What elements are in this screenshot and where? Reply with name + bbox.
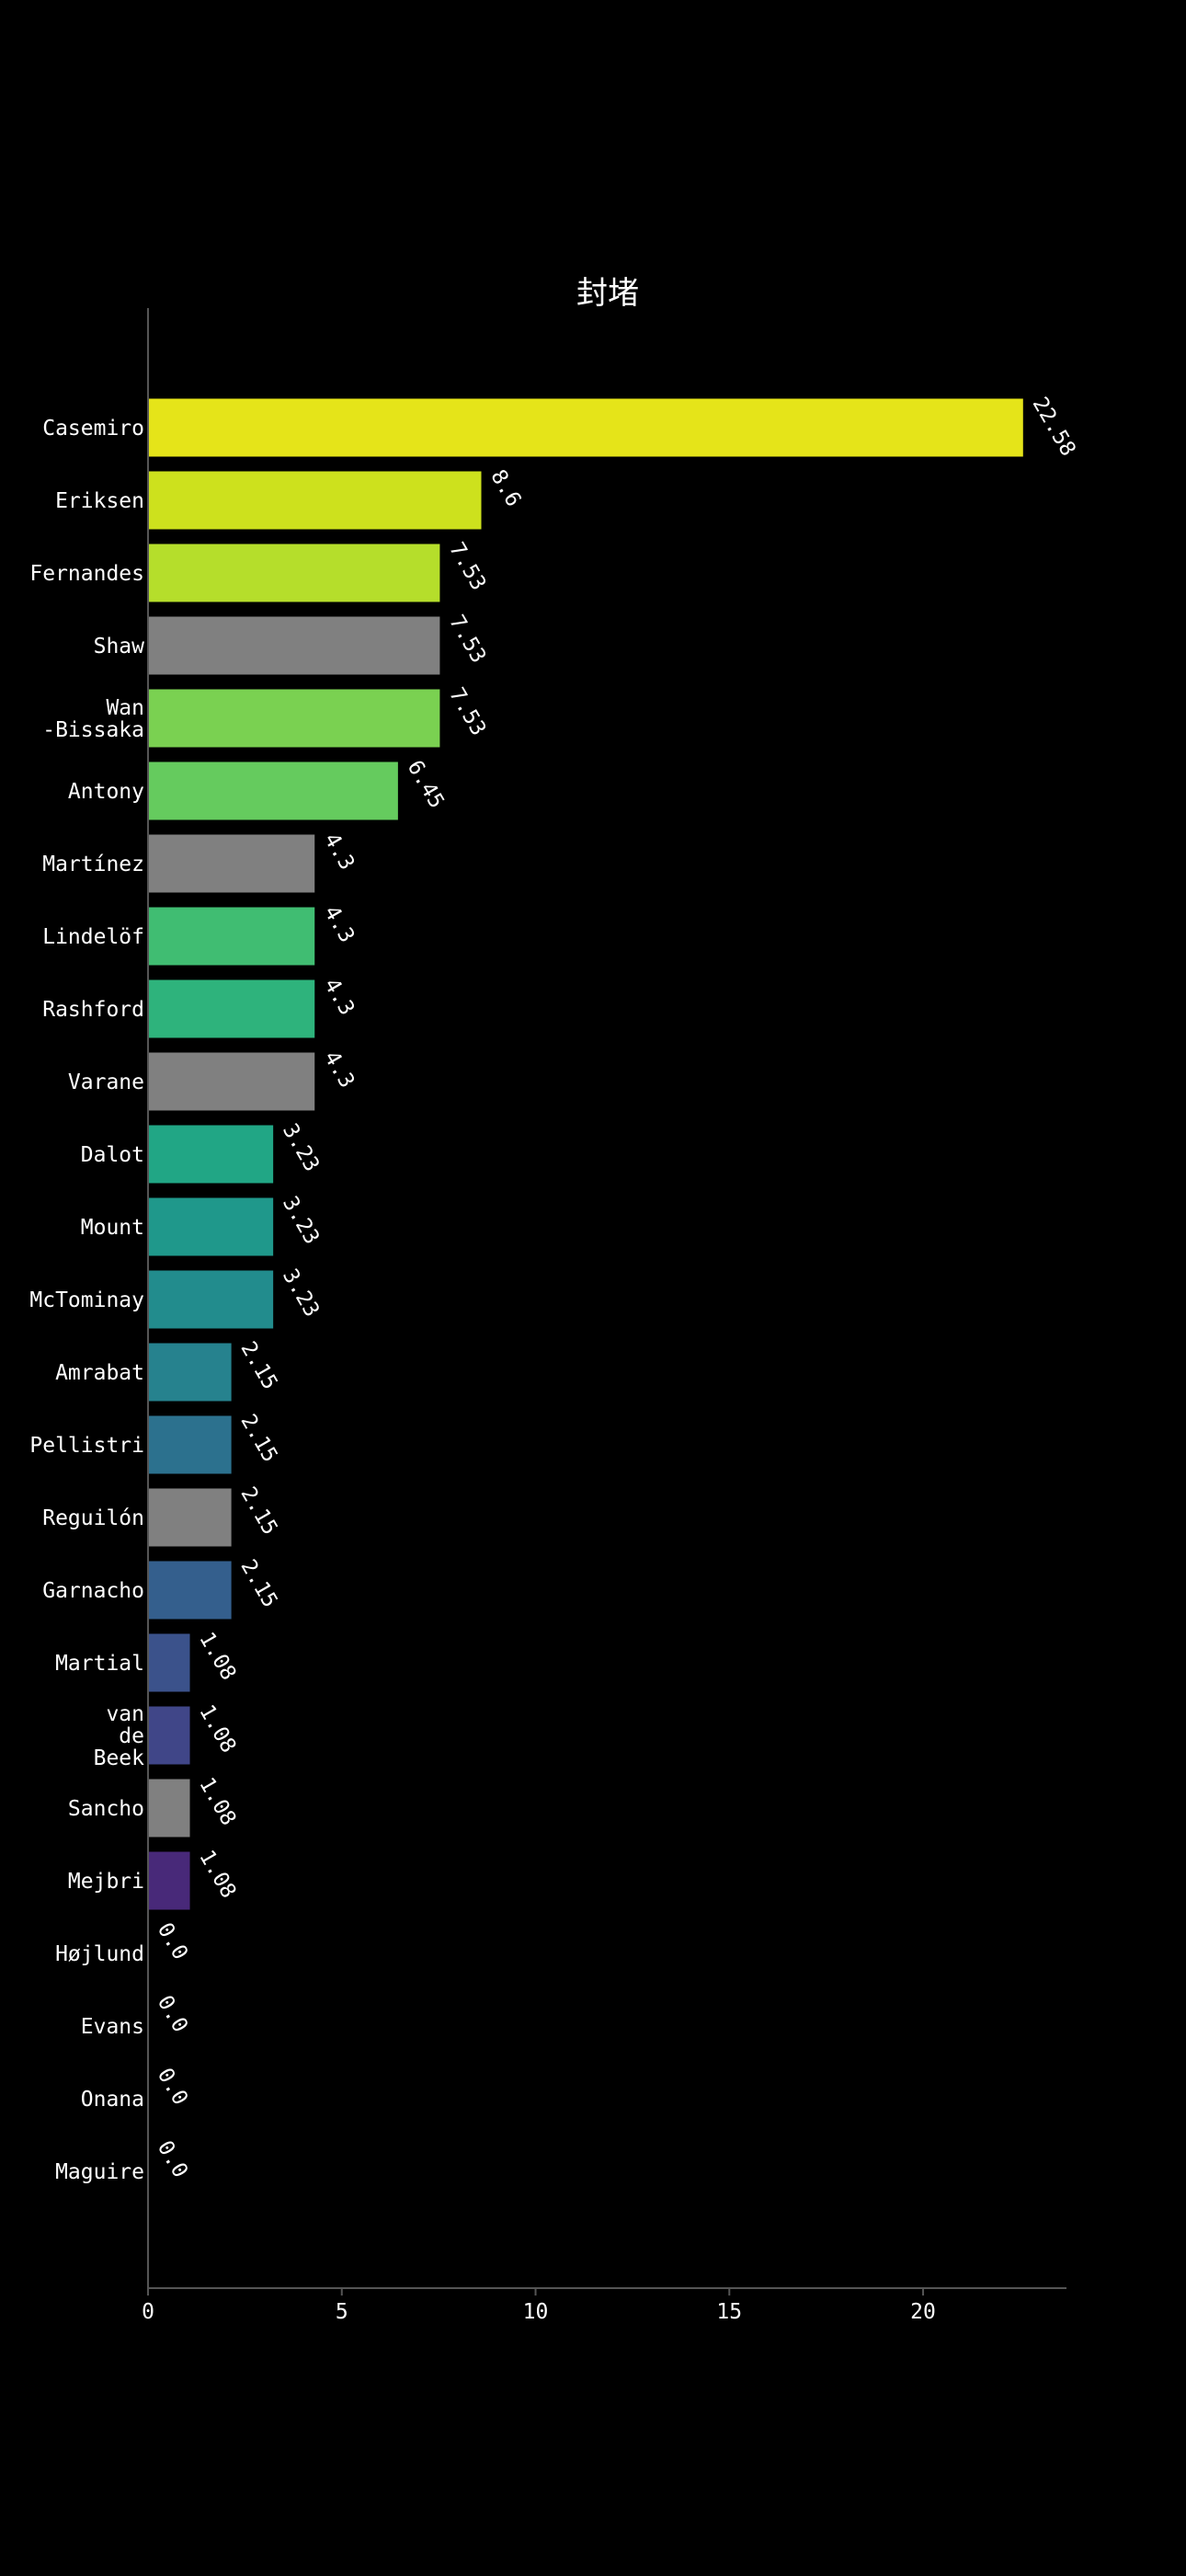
value-label: 4.3 — [319, 902, 359, 947]
bar — [148, 398, 1023, 457]
category-label: Eriksen — [55, 489, 144, 513]
bar — [148, 471, 482, 530]
category-label: Pellistri — [29, 1434, 144, 1458]
category-label: Varane — [68, 1070, 144, 1094]
category-label: Martínez — [42, 853, 144, 876]
x-tick-label: 15 — [716, 2300, 742, 2324]
category-label: Fernandes — [29, 562, 144, 586]
bar — [148, 1415, 232, 1474]
category-label: Evans — [81, 2015, 144, 2039]
bar — [148, 979, 315, 1038]
value-label: 6.45 — [403, 757, 449, 813]
bar — [148, 1488, 232, 1547]
bar — [148, 1706, 190, 1765]
category-label: Højlund — [55, 1942, 144, 1966]
value-label: 7.53 — [444, 684, 490, 740]
bar — [148, 1779, 190, 1838]
bar — [148, 544, 440, 602]
category-label: Mejbri — [68, 1870, 144, 1894]
x-tick-label: 10 — [523, 2300, 549, 2324]
bar — [148, 1197, 274, 1256]
value-label: 2.15 — [235, 1338, 281, 1394]
category-label: Martial — [55, 1652, 144, 1676]
category-label: van de Beek — [94, 1702, 145, 1770]
bar — [148, 1343, 232, 1402]
category-label: Dalot — [81, 1143, 144, 1167]
value-label: 4.3 — [319, 975, 359, 1020]
value-label: 3.23 — [278, 1120, 324, 1176]
bar — [148, 1052, 315, 1111]
value-label: 1.08 — [194, 1847, 240, 1903]
value-label: 0.0 — [153, 1919, 192, 1964]
x-tick-label: 20 — [910, 2300, 936, 2324]
bar — [148, 689, 440, 748]
value-label: 7.53 — [444, 539, 490, 595]
category-label: Amrabat — [55, 1361, 144, 1385]
category-label: Wan -Bissaka — [42, 696, 144, 742]
category-label: Reguilón — [42, 1506, 144, 1530]
category-label: Garnacho — [42, 1579, 144, 1603]
chart-title: 封堵 — [576, 275, 639, 312]
value-label: 1.08 — [194, 1774, 240, 1830]
bar — [148, 1561, 232, 1620]
bar — [148, 1851, 190, 1910]
value-label: 22.58 — [1028, 394, 1080, 461]
bar — [148, 761, 398, 820]
category-label: Lindelöf — [42, 925, 144, 949]
bars-layer — [148, 398, 1023, 1910]
category-label: Maguire — [55, 2160, 144, 2184]
value-label: 7.53 — [444, 612, 490, 668]
category-labels: Casemiro Eriksen Fernandes Shaw Wan -Bissaka A… — [29, 417, 144, 2184]
value-label: 3.23 — [278, 1265, 324, 1322]
value-label: 2.15 — [235, 1556, 281, 1612]
category-label: Rashford — [42, 998, 144, 1022]
value-label: 4.3 — [319, 1048, 359, 1093]
value-label: 3.23 — [278, 1193, 324, 1249]
category-label: Casemiro — [42, 417, 144, 441]
category-label: Antony — [68, 780, 144, 804]
bar — [148, 907, 315, 966]
value-label: 0.0 — [153, 1992, 192, 2037]
value-label: 1.08 — [194, 1701, 240, 1757]
value-label: 2.15 — [235, 1483, 281, 1540]
bar — [148, 616, 440, 675]
value-label: 0.0 — [153, 2065, 192, 2110]
bar — [148, 1270, 274, 1329]
x-tick-label: 5 — [336, 2300, 348, 2324]
value-label: 1.08 — [194, 1629, 240, 1685]
value-label: 2.15 — [235, 1411, 281, 1467]
x-tick-label: 0 — [142, 2300, 154, 2324]
category-label: Mount — [81, 1216, 144, 1240]
category-label: Onana — [81, 2088, 144, 2112]
category-label: Sancho — [68, 1797, 144, 1821]
category-label: Shaw — [94, 635, 145, 658]
axes: 0 5 10 15 20 — [142, 308, 1066, 2324]
value-label: 0.0 — [153, 2137, 192, 2182]
value-label: 4.3 — [319, 830, 359, 875]
bar — [148, 1125, 274, 1184]
bar — [148, 834, 315, 893]
value-label: 8.6 — [485, 466, 525, 511]
category-label: McTominay — [29, 1288, 144, 1312]
bar — [148, 1633, 190, 1692]
